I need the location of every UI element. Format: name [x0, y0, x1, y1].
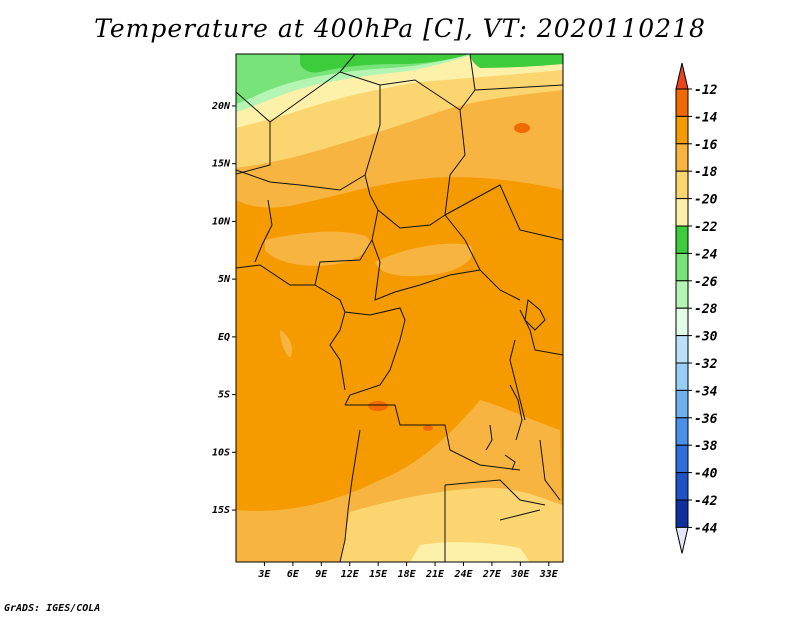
- lon-tick-label: 30E: [510, 569, 530, 580]
- colorbar-swatch: [675, 362, 689, 391]
- latitude-axis: 20N 15N 10N 5N EQ 5S 10S 15S: [211, 101, 236, 516]
- longitude-axis: 3E 6E 9E 12E 15E 18E 21E 24E 27E 30E 33E: [257, 562, 559, 580]
- lat-tick-label: 10S: [212, 447, 230, 458]
- colorbar: -12 -14 -16 -18 -20 -22 -24 -26 -28 -30 -32 -34 -36 -…: [675, 62, 718, 554]
- colorbar-label: -32: [694, 357, 718, 372]
- colorbar-swatch: [675, 198, 689, 227]
- colorbar-swatch: [675, 170, 689, 200]
- lon-tick-label: 24E: [453, 569, 473, 580]
- grads-credit: GrADS: IGES/COLA: [4, 603, 101, 614]
- colorbar-label: -22: [694, 220, 718, 235]
- lon-tick-label: 15E: [369, 569, 388, 580]
- colorbar-swatch: [675, 417, 689, 446]
- lon-tick-label: 21E: [425, 569, 445, 580]
- colorbar-swatch: [675, 499, 689, 528]
- lat-tick-label: EQ: [218, 332, 230, 343]
- lat-tick-label: 20N: [211, 101, 231, 112]
- colorbar-label: -36: [694, 412, 718, 427]
- colorbar-label: -18: [694, 165, 718, 180]
- colorbar-under-arrow: [675, 526, 689, 554]
- colorbar-label: -26: [694, 275, 718, 290]
- map-frame: [235, 53, 564, 563]
- colorbar-swatch: [675, 389, 689, 419]
- colorbar-label: -12: [694, 83, 718, 98]
- lon-tick-label: 18E: [398, 569, 417, 580]
- colorbar-label: -16: [694, 138, 718, 153]
- colorbar-swatch: [675, 307, 689, 337]
- colorbar-over-arrow: [675, 62, 689, 90]
- colorbar-label: -34: [694, 384, 718, 399]
- lat-tick-label: 5S: [218, 390, 230, 401]
- lon-tick-label: 6E: [287, 569, 300, 580]
- colorbar-label: -30: [694, 330, 718, 345]
- lat-tick-label: 10N: [212, 216, 231, 227]
- colorbar-label: -14: [694, 110, 718, 125]
- colorbar-label: -42: [694, 494, 718, 509]
- colorbar-swatch: [675, 252, 689, 282]
- colorbar-swatch: [675, 88, 689, 117]
- colorbar-label: -38: [694, 439, 718, 454]
- colorbar-swatch: [675, 472, 689, 501]
- lon-tick-label: 27E: [482, 569, 502, 580]
- colorbar-swatch: [675, 280, 689, 309]
- lat-tick-label: 15S: [212, 505, 230, 516]
- colorbar-swatch: [675, 444, 689, 474]
- colorbar-label: -40: [694, 467, 718, 482]
- colorbar-swatch: [675, 115, 689, 145]
- lon-tick-label: 3E: [257, 569, 271, 580]
- colorbar-label: -24: [694, 247, 718, 262]
- colorbar-label: -28: [694, 302, 718, 317]
- colorbar-swatch: [675, 143, 689, 172]
- lat-tick-label: 15N: [212, 159, 231, 170]
- country-borders: [236, 54, 563, 562]
- lon-tick-label: 9E: [315, 569, 328, 580]
- colorbar-swatch: [675, 225, 689, 254]
- colorbar-swatch: [675, 335, 689, 364]
- lon-tick-label: 33E: [539, 569, 559, 580]
- colorbar-label: -20: [694, 193, 718, 208]
- lat-tick-label: 5N: [218, 274, 231, 285]
- lon-tick-label: 12E: [341, 569, 360, 580]
- colorbar-label: -44: [694, 521, 718, 536]
- map-title: Temperature at 400hPa [C], VT: 202011021…: [94, 14, 706, 43]
